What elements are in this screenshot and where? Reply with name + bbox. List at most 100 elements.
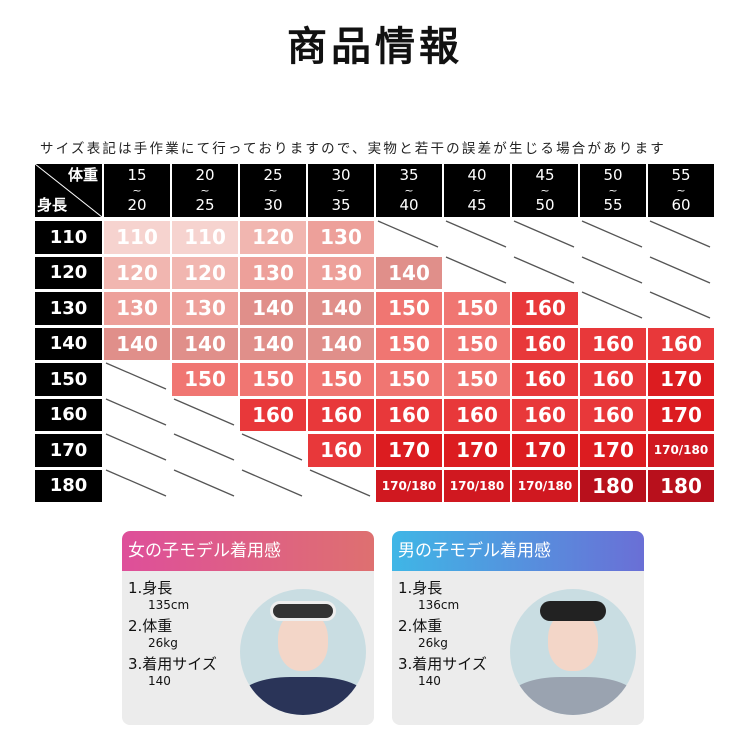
size-cell: 120 <box>172 256 238 289</box>
empty-cell-slash <box>105 397 167 426</box>
weight-label: 体重 <box>67 166 98 184</box>
size-cell: 160 <box>308 398 374 431</box>
girl-height-value: 135cm <box>148 598 190 612</box>
size-cell: 170/180 <box>648 434 714 467</box>
size-cell: 140 <box>376 256 442 289</box>
girl-model-photo <box>240 589 366 715</box>
weight-header-text: 60 <box>671 196 691 214</box>
weight-header-text: ~ <box>608 184 618 197</box>
empty-cell-slash <box>513 255 575 284</box>
weight-header-text: 40 <box>467 166 487 184</box>
weight-header: 25 ~30 <box>240 164 306 217</box>
height-header: 130 <box>35 292 102 325</box>
weight-header-text: ~ <box>540 184 550 197</box>
boy-height-value: 136cm <box>418 598 460 612</box>
height-header: 140 <box>35 327 102 360</box>
size-cell: 150 <box>376 292 442 325</box>
size-cell: 130 <box>172 292 238 325</box>
height-header: 150 <box>35 363 102 396</box>
size-cell: 110 <box>172 221 238 254</box>
weight-header-text: ~ <box>132 184 142 197</box>
girl-weight-label: 2.体重 <box>128 617 173 635</box>
weight-header-text: 45 <box>467 196 487 214</box>
size-cell: 130 <box>104 292 170 325</box>
empty-cell-slash <box>445 220 507 248</box>
weight-header-text: 35 <box>331 196 351 214</box>
empty-cell-slash <box>581 220 643 248</box>
page-title: 商品情報 <box>287 23 463 70</box>
size-cell: 160 <box>580 327 646 360</box>
empty-cell-slash <box>173 397 235 426</box>
girl-size-value: 140 <box>148 674 171 688</box>
boy-card-heading: 男の子モデル着用感 <box>392 531 644 571</box>
weight-header-text: ~ <box>200 184 210 197</box>
size-cell: 160 <box>580 398 646 431</box>
weight-header-text: 45 <box>535 166 555 184</box>
weight-header: 45 ~50 <box>512 164 578 217</box>
size-cell: 170 <box>444 434 510 467</box>
weight-header-text: 55 <box>671 166 691 184</box>
weight-header: 15 ~20 <box>104 164 170 217</box>
weight-header-text: 35 <box>399 166 419 184</box>
empty-cell-slash <box>173 433 235 461</box>
size-cell: 160 <box>308 434 374 467</box>
weight-header: 40 ~45 <box>444 164 510 217</box>
empty-cell-slash <box>649 255 711 284</box>
size-cell: 140 <box>308 292 374 325</box>
weight-header-text: 25 <box>195 196 215 214</box>
size-cell: 170/180 <box>512 469 578 502</box>
empty-cell-slash <box>445 255 507 284</box>
size-cell: 130 <box>240 256 306 289</box>
weight-header-text: 20 <box>127 196 147 214</box>
size-cell: 170 <box>648 363 714 396</box>
girl-model-card: 女の子モデル着用感 1.身長 135cm 2.体重 26kg 3.着用サイズ 1… <box>122 531 374 725</box>
height-label: 身長 <box>37 196 68 214</box>
weight-header: 55 ~60 <box>648 164 714 217</box>
size-cell: 150 <box>240 363 306 396</box>
height-header: 180 <box>35 469 102 502</box>
boy-size-label: 3.着用サイズ <box>398 655 487 673</box>
size-cell: 170 <box>648 398 714 431</box>
boy-height-label: 1.身長 <box>398 579 443 597</box>
size-cell: 120 <box>104 256 170 289</box>
size-cell: 170 <box>580 434 646 467</box>
empty-cell-slash <box>581 291 643 319</box>
size-cell: 180 <box>648 469 714 502</box>
boy-model-card: 男の子モデル着用感 1.身長 136cm 2.体重 26kg 3.着用サイズ 1… <box>392 531 644 725</box>
size-cell: 160 <box>512 292 578 325</box>
weight-header-text: ~ <box>336 184 346 197</box>
size-cell: 160 <box>580 363 646 396</box>
height-header: 170 <box>35 434 102 467</box>
weight-header: 35 ~40 <box>376 164 442 217</box>
size-cell: 150 <box>444 327 510 360</box>
size-cell: 180 <box>580 469 646 502</box>
weight-header: 20 ~25 <box>172 164 238 217</box>
weight-header-text: 30 <box>331 166 351 184</box>
empty-cell-slash <box>105 468 167 497</box>
size-cell: 150 <box>376 327 442 360</box>
size-cell: 170 <box>376 434 442 467</box>
size-note: サイズ表記は手作業にて行っておりますので、実物と若干の誤差が生じる場合があります <box>40 141 666 157</box>
weight-header-text: 30 <box>263 196 283 214</box>
empty-cell-slash <box>241 433 303 461</box>
weight-header-text: ~ <box>676 184 686 197</box>
boy-size-value: 140 <box>418 674 441 688</box>
weight-header-text: 55 <box>603 196 623 214</box>
weight-header: 50 ~55 <box>580 164 646 217</box>
weight-header-text: ~ <box>472 184 482 197</box>
size-cell: 130 <box>308 221 374 254</box>
weight-header-text: 20 <box>195 166 215 184</box>
size-cell: 170/180 <box>376 469 442 502</box>
weight-header-text: 50 <box>535 196 555 214</box>
boy-model-photo <box>510 589 636 715</box>
empty-cell-slash <box>105 362 167 390</box>
empty-cell-slash <box>309 468 371 497</box>
size-cell: 150 <box>376 363 442 396</box>
weight-header-text: ~ <box>268 184 278 197</box>
boy-weight-label: 2.体重 <box>398 617 443 635</box>
height-header: 120 <box>35 256 102 289</box>
size-cell: 140 <box>308 327 374 360</box>
empty-cell-slash <box>241 468 303 497</box>
size-cell: 160 <box>240 398 306 431</box>
weight-header-text: 15 <box>127 166 147 184</box>
